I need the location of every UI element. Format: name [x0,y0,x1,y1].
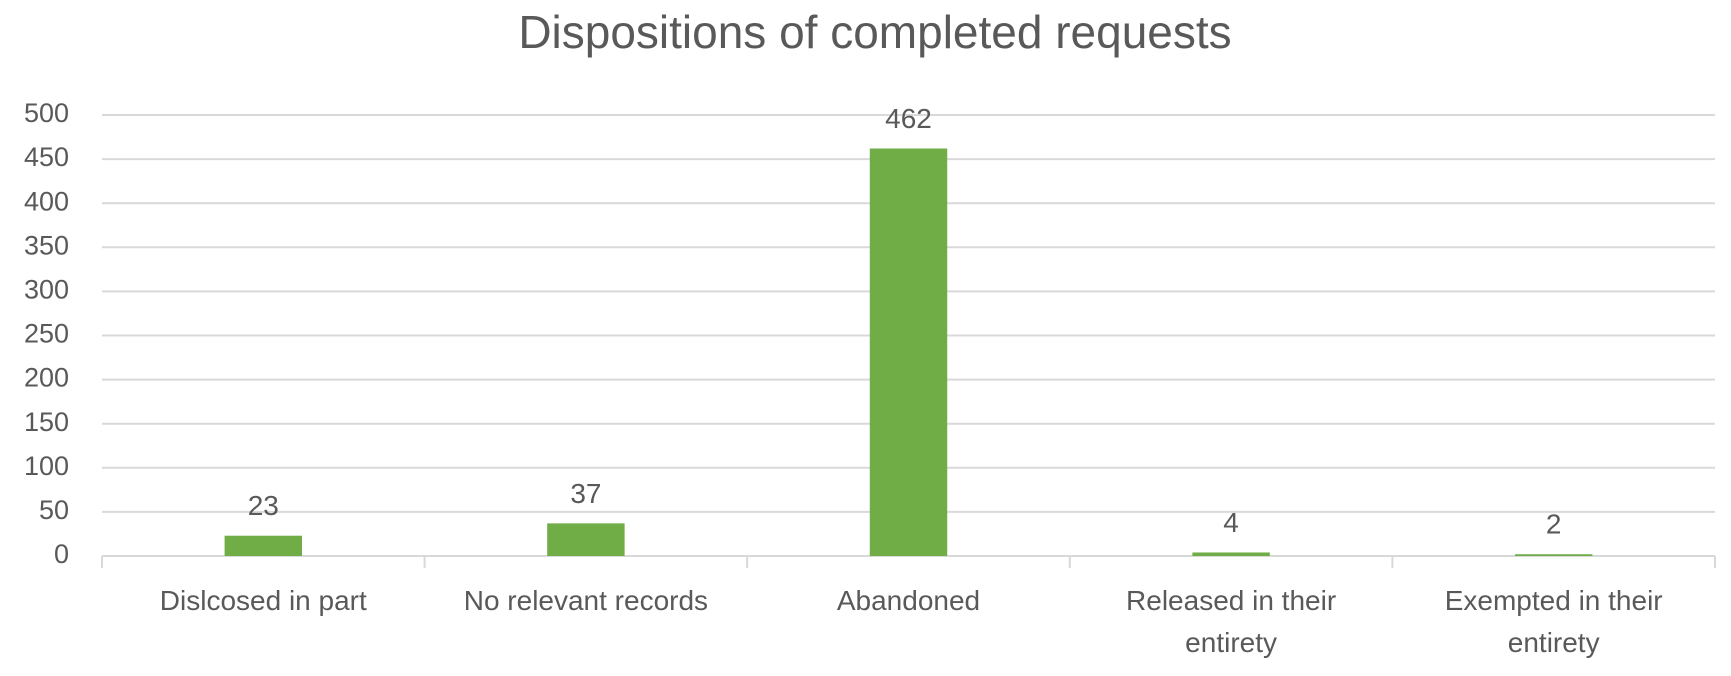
y-tick-label: 400 [24,186,69,216]
y-tick-label: 500 [24,98,69,128]
y-tick-label: 100 [24,451,69,481]
y-tick-label: 250 [24,319,69,349]
chart-title: Dispositions of completed requests [518,6,1231,58]
x-tick-label: Exempted in their entirety [1444,585,1663,658]
y-tick-label: 300 [24,275,69,305]
bar [547,523,625,556]
x-tick-label: Released in their entirety [1126,585,1337,658]
bar [224,535,303,556]
data-label: 2 [1546,509,1562,540]
bar [869,148,948,557]
bar [1514,554,1593,556]
data-label: 4 [1223,507,1239,538]
data-label: 462 [885,103,932,134]
y-tick-label: 200 [24,363,69,393]
x-tick-label: Dislcosed in part [159,585,367,616]
y-tick-label: 450 [24,142,69,172]
y-tick-label: 350 [24,230,69,260]
y-tick-label: 150 [24,407,69,437]
y-tick-label: 0 [54,539,69,569]
data-label: 23 [248,490,279,521]
x-tick-label: No relevant records [463,585,709,616]
x-tick-label: Abandoned [836,585,981,616]
data-label: 37 [570,478,601,509]
y-tick-label: 50 [39,495,69,525]
bar [1192,552,1270,556]
